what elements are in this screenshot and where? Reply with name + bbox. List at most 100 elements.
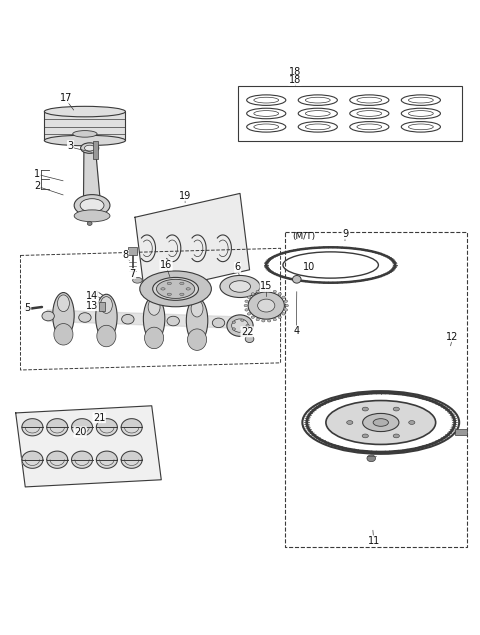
Bar xyxy=(238,86,462,141)
Ellipse shape xyxy=(44,106,125,117)
Ellipse shape xyxy=(42,311,54,321)
Polygon shape xyxy=(96,451,117,460)
Text: 10: 10 xyxy=(303,262,315,272)
Ellipse shape xyxy=(244,304,247,307)
Ellipse shape xyxy=(186,298,208,344)
Text: (M/T): (M/T) xyxy=(292,232,316,241)
Polygon shape xyxy=(72,418,93,427)
Text: 4: 4 xyxy=(293,326,300,336)
Polygon shape xyxy=(72,427,93,436)
Ellipse shape xyxy=(245,309,248,311)
Ellipse shape xyxy=(87,222,92,225)
Text: 8: 8 xyxy=(122,250,129,260)
Ellipse shape xyxy=(144,296,165,342)
Ellipse shape xyxy=(347,420,353,424)
Ellipse shape xyxy=(180,282,184,284)
Ellipse shape xyxy=(180,293,184,295)
Ellipse shape xyxy=(54,324,73,345)
Text: 20: 20 xyxy=(74,427,86,437)
Ellipse shape xyxy=(258,299,275,312)
Ellipse shape xyxy=(186,288,191,290)
Ellipse shape xyxy=(278,316,281,318)
Ellipse shape xyxy=(191,300,203,317)
Ellipse shape xyxy=(251,316,254,318)
Ellipse shape xyxy=(282,296,285,298)
Ellipse shape xyxy=(367,455,375,462)
Ellipse shape xyxy=(267,319,271,322)
Ellipse shape xyxy=(284,300,288,302)
Ellipse shape xyxy=(393,434,399,438)
Ellipse shape xyxy=(167,316,180,326)
Ellipse shape xyxy=(285,304,288,307)
Ellipse shape xyxy=(84,145,95,151)
Ellipse shape xyxy=(73,131,97,137)
Ellipse shape xyxy=(232,319,248,332)
Ellipse shape xyxy=(58,295,70,312)
Polygon shape xyxy=(96,427,117,436)
Polygon shape xyxy=(121,460,142,468)
Ellipse shape xyxy=(96,294,117,340)
Ellipse shape xyxy=(161,288,165,290)
Ellipse shape xyxy=(248,292,284,319)
Ellipse shape xyxy=(240,319,244,321)
Text: 13: 13 xyxy=(86,300,98,311)
Ellipse shape xyxy=(245,300,248,302)
Ellipse shape xyxy=(284,309,288,311)
Text: 2: 2 xyxy=(34,181,40,191)
Ellipse shape xyxy=(240,330,244,332)
Text: 1: 1 xyxy=(34,170,40,179)
Text: 22: 22 xyxy=(241,327,253,337)
Ellipse shape xyxy=(167,282,171,284)
Polygon shape xyxy=(121,451,142,460)
Ellipse shape xyxy=(132,277,142,283)
Ellipse shape xyxy=(256,318,259,321)
Bar xyxy=(94,141,98,159)
Ellipse shape xyxy=(148,298,160,315)
Text: 18: 18 xyxy=(289,67,301,76)
Text: 11: 11 xyxy=(368,536,380,546)
Ellipse shape xyxy=(256,290,259,293)
Ellipse shape xyxy=(408,420,415,424)
Ellipse shape xyxy=(362,434,368,438)
Ellipse shape xyxy=(282,312,285,315)
Polygon shape xyxy=(72,460,93,468)
Text: 6: 6 xyxy=(235,262,240,272)
Ellipse shape xyxy=(373,418,388,426)
Polygon shape xyxy=(47,427,68,436)
Ellipse shape xyxy=(53,293,74,338)
Ellipse shape xyxy=(44,135,125,145)
Ellipse shape xyxy=(25,307,31,311)
Polygon shape xyxy=(16,406,161,487)
Ellipse shape xyxy=(167,293,171,295)
Ellipse shape xyxy=(81,143,99,153)
Ellipse shape xyxy=(278,293,281,295)
Text: 7: 7 xyxy=(130,269,136,279)
Ellipse shape xyxy=(251,293,254,295)
Ellipse shape xyxy=(153,277,199,300)
Polygon shape xyxy=(96,418,117,427)
Ellipse shape xyxy=(80,199,104,212)
Text: 16: 16 xyxy=(160,260,172,270)
Text: 5: 5 xyxy=(24,303,31,313)
Polygon shape xyxy=(22,418,43,427)
Polygon shape xyxy=(96,460,117,468)
Text: 3: 3 xyxy=(68,141,73,150)
Ellipse shape xyxy=(100,297,112,313)
Text: 19: 19 xyxy=(179,190,191,201)
Ellipse shape xyxy=(232,321,236,323)
Bar xyxy=(44,112,125,140)
Ellipse shape xyxy=(273,290,276,293)
Ellipse shape xyxy=(79,312,91,323)
Ellipse shape xyxy=(140,271,211,307)
Ellipse shape xyxy=(363,413,399,432)
Ellipse shape xyxy=(247,296,251,298)
Ellipse shape xyxy=(74,210,110,222)
Ellipse shape xyxy=(121,314,134,324)
Ellipse shape xyxy=(246,324,249,327)
Text: 21: 21 xyxy=(93,413,106,423)
Polygon shape xyxy=(47,418,68,427)
Ellipse shape xyxy=(247,312,251,315)
Ellipse shape xyxy=(326,401,436,444)
Polygon shape xyxy=(47,460,68,468)
Ellipse shape xyxy=(262,319,265,322)
